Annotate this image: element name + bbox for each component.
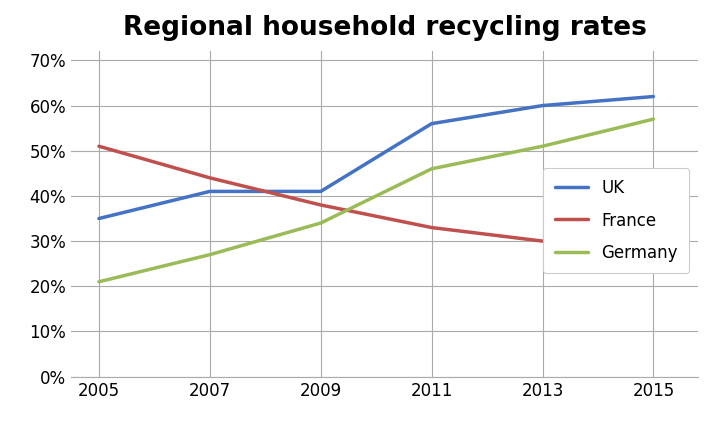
Germany [649,116,658,122]
France [427,225,436,230]
Germany [206,252,214,257]
UK [95,216,103,221]
France [649,193,658,199]
Germany [316,220,325,226]
Line: Germany: Germany [99,119,654,282]
Germany [538,144,547,149]
UK [427,121,436,126]
Line: UK: UK [99,97,654,219]
France [538,238,547,244]
UK [649,94,658,99]
Line: France: France [99,146,654,241]
France [316,202,325,208]
Legend: UK, France, Germany: UK, France, Germany [543,168,689,273]
UK [206,189,214,194]
UK [538,103,547,108]
UK [316,189,325,194]
France [206,175,214,181]
Germany [427,166,436,171]
Germany [95,279,103,284]
Title: Regional household recycling rates: Regional household recycling rates [122,15,646,41]
France [95,144,103,149]
